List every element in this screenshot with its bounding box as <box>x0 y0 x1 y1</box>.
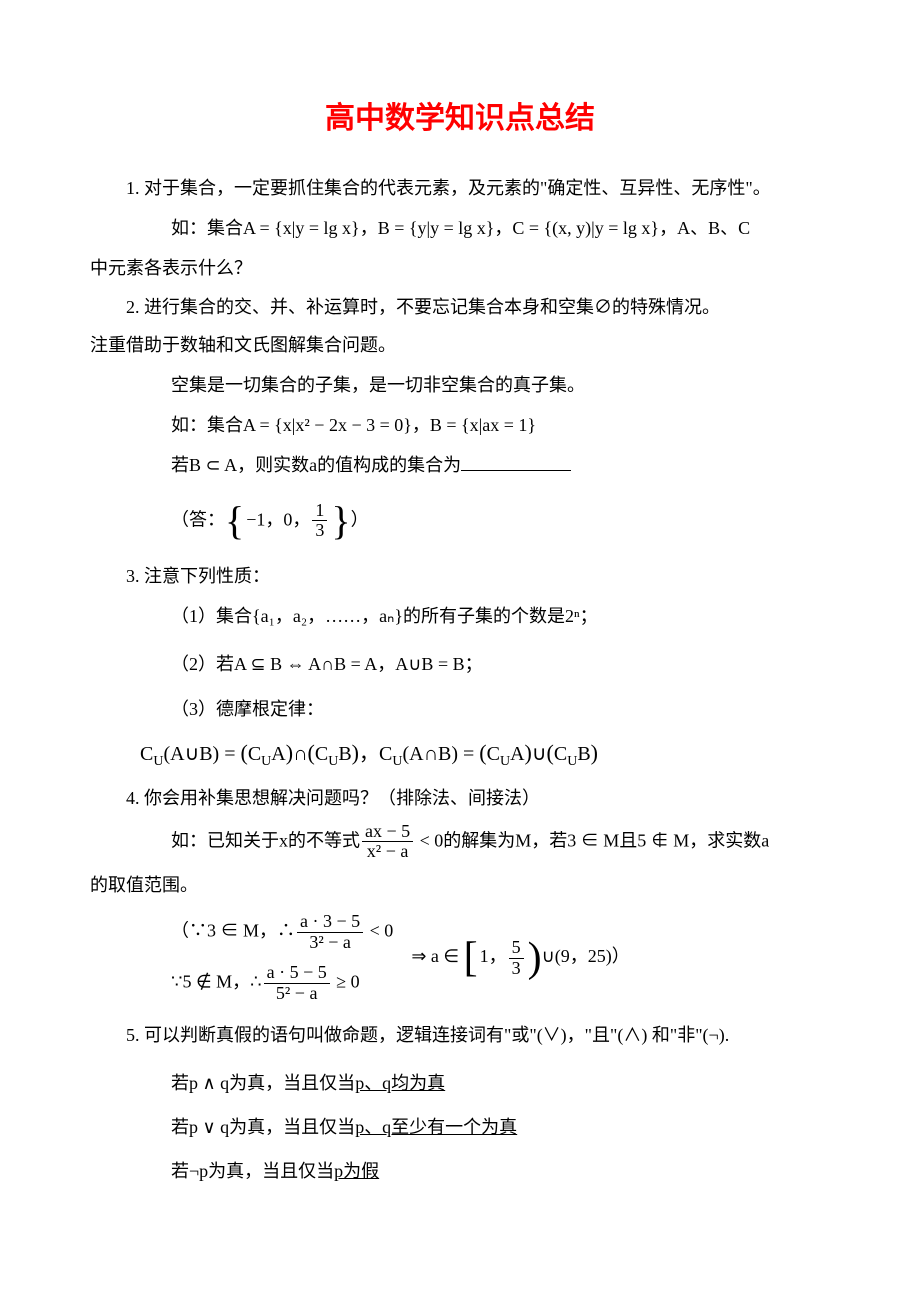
text: 则实数a的值构成的集合为 <box>255 455 461 475</box>
answer-line: （答：{−1，0，13}） <box>90 501 830 542</box>
denominator: 3² − a <box>297 932 363 953</box>
page-title: 高中数学知识点总结 <box>90 90 830 147</box>
text: （1）集合 <box>171 606 252 626</box>
denominator: 5² − a <box>264 983 330 1004</box>
paragraph: 3. 注意下列性质： <box>90 559 830 593</box>
fraction: a · 3 − 53² − a <box>297 912 363 953</box>
numerator: ax − 5 <box>362 822 413 842</box>
underlined-text: p、q至少有一个为真 <box>355 1117 517 1137</box>
list-item: （1）集合{a₁，a₂，……，aₙ}的所有子集的个数是2ⁿ； <box>90 599 830 633</box>
text: ≥ 0 <box>332 971 360 991</box>
logic-line: 若p ∧ q为真，当且仅当p、q均为真 <box>90 1066 830 1100</box>
text: （答： <box>171 509 225 529</box>
paragraph: 中元素各表示什么？ <box>90 251 830 285</box>
text: 的所有子集的个数是2ⁿ； <box>403 606 598 626</box>
text: 若¬p为真，当且仅当 <box>171 1161 334 1181</box>
text: ∪(9，25)） <box>542 946 630 966</box>
text: ∵5 ∉ M，∴ <box>171 971 262 991</box>
text: 如：已知关于x的不等式 <box>171 830 360 850</box>
text: 如：集合 <box>171 218 243 238</box>
solution-left: （∵3 ∈ M，∴a · 3 − 53² − a < 0 ∵5 ∉ M，∴a ·… <box>171 912 393 1003</box>
math-expr: B ⊂ A， <box>189 455 255 475</box>
example-line: 若B ⊂ A，则实数a的值构成的集合为 <box>90 448 830 482</box>
math-expr: {a₁，a₂，……，aₙ} <box>252 606 403 626</box>
bracket-open: [ <box>464 935 478 981</box>
fraction: 53 <box>509 938 524 979</box>
paragraph: 的取值范围。 <box>90 868 830 902</box>
numerator: 5 <box>509 938 524 958</box>
math-expr: A ⊆ B ⇔ A∩B = A，A∪B = B； <box>234 654 483 674</box>
list-item: （2）若A ⊆ B ⇔ A∩B = A，A∪B = B； <box>90 647 830 681</box>
numerator: a · 3 − 5 <box>297 912 363 932</box>
fraction: 13 <box>312 501 327 542</box>
math-line: CU(A∪B) = (CUA)∩(CUB)，CU(A∩B) = (CUA)∪(C… <box>90 732 830 776</box>
numerator: 1 <box>312 501 327 521</box>
text: 如：集合 <box>171 415 243 435</box>
text: < 0 <box>365 921 393 941</box>
text: ） <box>351 509 369 529</box>
text: 1， <box>480 946 507 966</box>
denominator: x² − a <box>362 841 413 862</box>
paragraph: 4. 你会用补集思想解决问题吗？（排除法、间接法） <box>90 781 830 815</box>
underlined-text: p为假 <box>334 1161 379 1181</box>
fraction: ax − 5x² − a <box>362 822 413 863</box>
denominator: 3 <box>509 958 524 979</box>
paragraph: 注重借助于数轴和文氏图解集合问题。 <box>90 328 830 362</box>
denominator: 3 <box>312 520 327 541</box>
math-expr: A = {x|y = lg x}，B = {y|y = lg x}，C = {(… <box>243 218 677 238</box>
text: 若 <box>171 455 189 475</box>
text: （2）若 <box>171 654 234 674</box>
math-expr: CU(A∪B) = (CUA)∩(CUB)，CU(A∩B) = (CUA)∪(C… <box>140 743 598 765</box>
fraction: a · 5 − 55² − a <box>264 963 330 1004</box>
underlined-text: p、q均为真 <box>355 1073 445 1093</box>
math-expr: A = {x|x² − 2x − 3 = 0}，B = {x|ax = 1} <box>243 415 536 435</box>
solution-block: （∵3 ∈ M，∴a · 3 − 53² − a < 0 ∵5 ∉ M，∴a ·… <box>90 912 830 1003</box>
list-item: （3）德摩根定律： <box>90 692 830 726</box>
example-line: 如：集合A = {x|x² − 2x − 3 = 0}，B = {x|ax = … <box>90 408 830 442</box>
brace-open: { <box>225 498 244 543</box>
solution-right: ⇒ a ∈ [1，53)∪(9，25)） <box>411 937 629 979</box>
paragraph: 2. 进行集合的交、并、补运算时，不要忘记集合本身和空集∅的特殊情况。 <box>90 290 830 324</box>
solution-line: ∵5 ∉ M，∴a · 5 − 55² − a ≥ 0 <box>171 963 393 1004</box>
text: 若p ∨ q为真，当且仅当 <box>171 1117 355 1137</box>
math-expr: < 0的解集为M，若3 ∈ M且5 ∉ M，求实数a <box>415 830 769 850</box>
example-line: 如：集合A = {x|y = lg x}，B = {y|y = lg x}，C … <box>90 211 830 245</box>
math-expr: −1，0， <box>246 509 310 529</box>
brace-close: } <box>331 498 350 543</box>
blank-line <box>461 470 571 471</box>
text: （∵3 ∈ M，∴ <box>171 921 295 941</box>
bracket-close: ) <box>528 935 542 981</box>
logic-line: 若p ∨ q为真，当且仅当p、q至少有一个为真 <box>90 1110 830 1144</box>
text: A、B、C <box>677 218 750 238</box>
paragraph: 5. 可以判断真假的语句叫做命题，逻辑连接词有"或"(∨)，"且"(∧) 和"非… <box>90 1018 830 1052</box>
logic-line: 若¬p为真，当且仅当p为假 <box>90 1154 830 1188</box>
example-line: 如：已知关于x的不等式ax − 5x² − a < 0的解集为M，若3 ∈ M且… <box>90 822 830 863</box>
numerator: a · 5 − 5 <box>264 963 330 983</box>
document-page: 高中数学知识点总结 1. 对于集合，一定要抓住集合的代表元素，及元素的"确定性、… <box>0 0 920 1254</box>
arrow: ⇒ a ∈ <box>411 946 463 966</box>
paragraph: 1. 对于集合，一定要抓住集合的代表元素，及元素的"确定性、互异性、无序性"。 <box>90 171 830 205</box>
solution-line: （∵3 ∈ M，∴a · 3 − 53² − a < 0 <box>171 912 393 953</box>
paragraph: 空集是一切集合的子集，是一切非空集合的真子集。 <box>90 368 830 402</box>
text: 若p ∧ q为真，当且仅当 <box>171 1073 355 1093</box>
